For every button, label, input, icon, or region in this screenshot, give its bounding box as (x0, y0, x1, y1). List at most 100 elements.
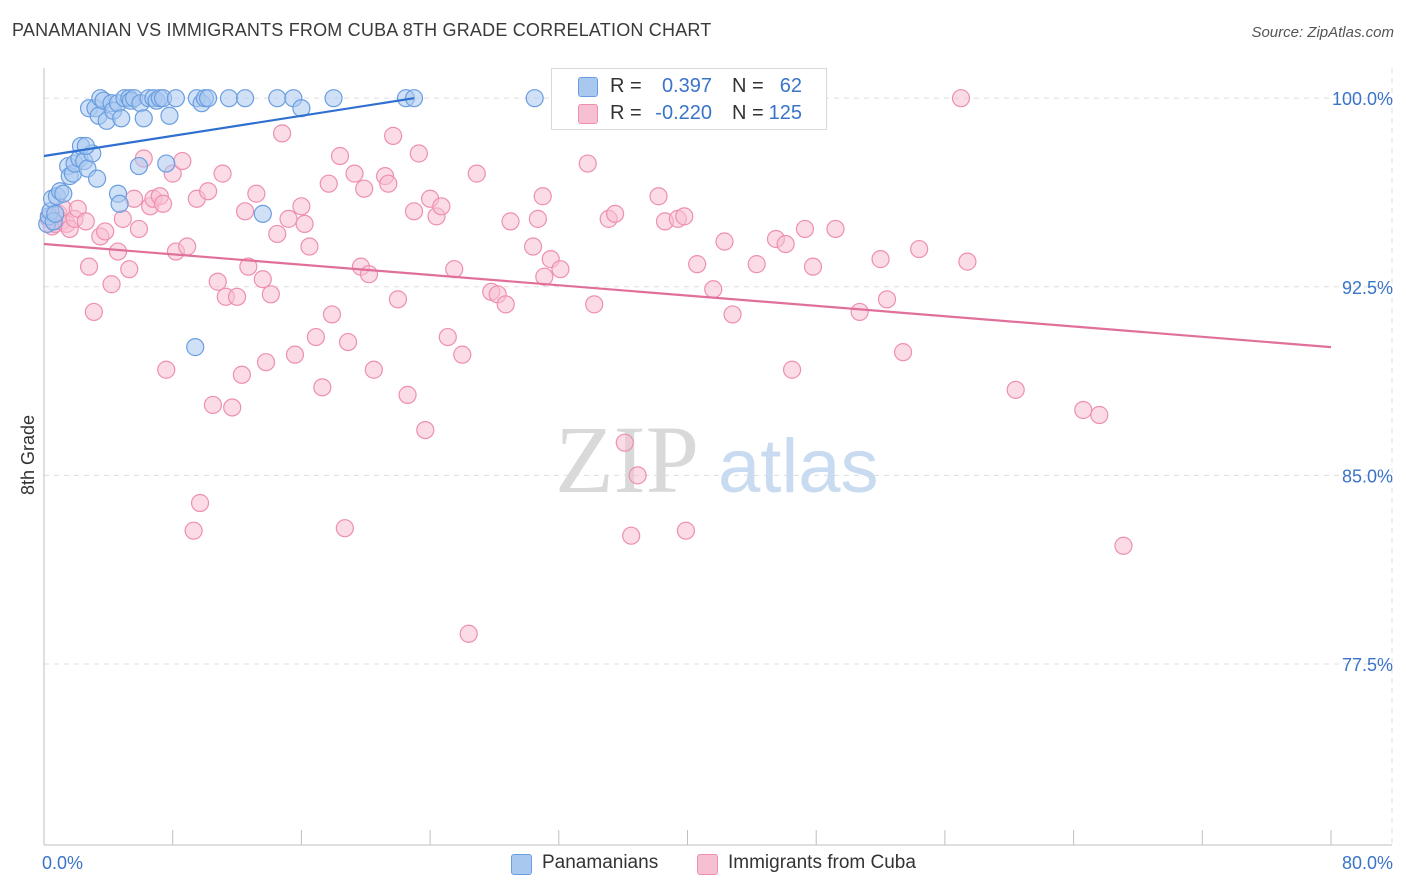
point-cuba (1006, 380, 1025, 399)
point-cuba (551, 260, 570, 279)
legend-stats: R = 0.397 N = 62 R = -0.220 N = 125 (551, 68, 827, 130)
y-axis-label: 8th Grade (18, 415, 38, 495)
legend-n-value: 125 (768, 102, 802, 124)
point-cuba (235, 202, 255, 221)
watermark: ZIP atlas (555, 406, 879, 513)
point-cuba (313, 378, 332, 397)
point-cuba (715, 232, 734, 251)
point-cuba (102, 275, 121, 294)
point-cuba (84, 302, 103, 322)
point-cuba (345, 164, 364, 183)
point-cuba (319, 174, 338, 193)
point-cuba (877, 290, 897, 309)
point-panamanians (198, 89, 218, 108)
point-cuba (157, 360, 176, 379)
series-pink-points (39, 89, 1133, 643)
chart-title: PANAMANIAN VS IMMIGRANTS FROM CUBA 8TH G… (12, 20, 712, 40)
legend-n-label: N = (732, 75, 764, 97)
point-cuba (615, 433, 634, 452)
point-cuba (388, 290, 408, 309)
point-cuba (622, 526, 641, 545)
point-panamanians (166, 89, 186, 108)
point-cuba (330, 146, 350, 166)
point-cuba (910, 239, 929, 259)
source-label: Source: ZipAtlas.com (1251, 24, 1394, 41)
point-cuba (445, 260, 464, 279)
point-cuba (416, 420, 435, 440)
point-cuba (432, 197, 451, 216)
point-cuba (108, 242, 128, 261)
point-cuba (467, 164, 486, 183)
point-cuba (253, 270, 272, 289)
point-cuba (379, 174, 398, 193)
point-panamanians (110, 194, 129, 213)
series-blue-points (38, 89, 544, 357)
legend-n-value: 62 (779, 75, 802, 97)
point-cuba (113, 209, 132, 228)
x-tick-label: 80.0% (1342, 853, 1393, 873)
point-panamanians (253, 204, 272, 223)
point-cuba (79, 257, 99, 276)
point-cuba (951, 89, 971, 108)
point-cuba (871, 250, 890, 269)
point-cuba (359, 265, 379, 284)
legend-row-panamanians: R = 0.397 N = 62 (552, 73, 826, 99)
point-cuba (208, 272, 227, 291)
trendline-cuba (43, 242, 1332, 349)
point-cuba (239, 257, 258, 276)
point-panamanians (268, 89, 287, 108)
point-cuba (438, 327, 457, 347)
legend-label-cuba: Immigrants from Cuba (728, 852, 916, 873)
point-panamanians (76, 136, 95, 156)
point-cuba (338, 332, 358, 352)
y-tick-label: 85.0% (1342, 466, 1393, 486)
point-panamanians (46, 204, 65, 223)
point-cuba (578, 154, 597, 173)
point-panamanians (87, 169, 107, 188)
point-cuba (96, 222, 115, 241)
point-cuba (958, 252, 977, 271)
point-panamanians (186, 338, 205, 357)
point-cuba (227, 287, 247, 306)
legend-n-label: N = (732, 102, 764, 124)
trendline-panamanians (43, 97, 415, 158)
point-cuba (795, 219, 815, 239)
point-cuba (893, 343, 913, 362)
point-cuba (675, 207, 694, 226)
point-cuba (747, 255, 766, 274)
point-cuba (247, 184, 266, 203)
legend-label-panamanians: Panamanians (542, 852, 659, 873)
axes (43, 68, 1392, 846)
trend-lines (43, 97, 1332, 349)
legend-swatch-pink (697, 854, 718, 875)
legend-series: Panamanians Immigrants from Cuba (0, 852, 1406, 876)
point-cuba (223, 398, 242, 417)
legend-row-cuba: R = -0.220 N = 125 (552, 100, 826, 126)
point-cuba (173, 151, 192, 171)
point-cuba (1090, 405, 1109, 425)
point-cuba (292, 197, 311, 216)
point-cuba (256, 353, 276, 372)
point-cuba (285, 345, 305, 364)
point-cuba (120, 260, 139, 279)
point-cuba (723, 305, 742, 324)
point-cuba (528, 209, 547, 228)
point-cuba (268, 224, 287, 244)
point-cuba (826, 219, 845, 239)
y-tick-label: 92.5% (1342, 278, 1393, 298)
point-cuba (704, 280, 723, 299)
point-cuba (261, 285, 280, 304)
point-cuba (213, 164, 232, 183)
point-cuba (496, 295, 515, 314)
point-cuba (606, 204, 625, 223)
legend-r-label: R = (610, 102, 642, 124)
point-cuba (295, 214, 314, 234)
point-cuba (585, 295, 604, 314)
point-cuba (501, 212, 520, 231)
point-cuba (459, 624, 478, 643)
point-cuba (533, 187, 552, 206)
point-cuba (178, 237, 197, 256)
point-cuba (184, 521, 203, 540)
point-cuba (649, 187, 668, 206)
x-tick-label: 0.0% (42, 853, 83, 873)
